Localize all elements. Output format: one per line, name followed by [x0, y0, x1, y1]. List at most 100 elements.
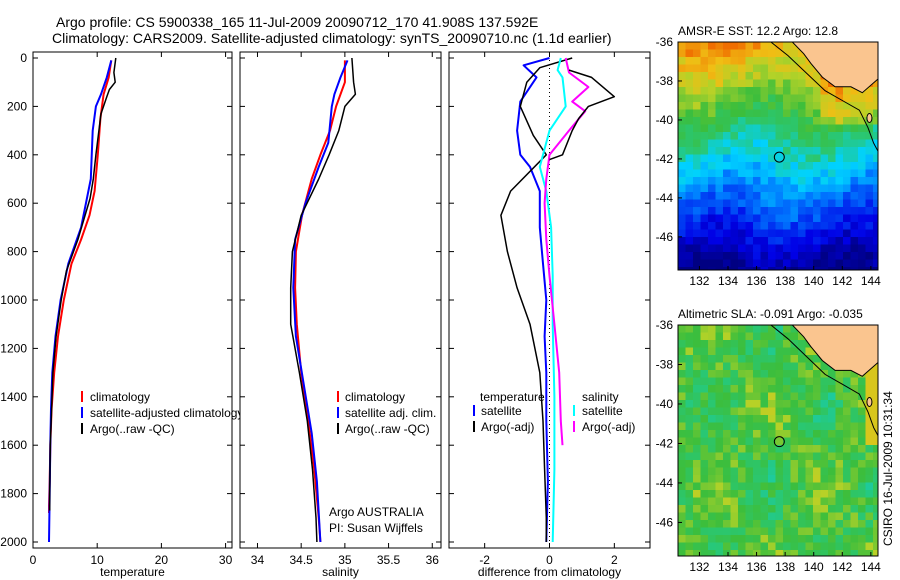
map-cell: [678, 340, 686, 348]
map-cell: [678, 252, 686, 260]
map-cell: [775, 385, 784, 393]
map-cell: [685, 87, 694, 95]
map-cell: [775, 237, 784, 245]
map-cell: [843, 252, 851, 260]
map-cell: [820, 177, 829, 185]
map-cell: [708, 214, 716, 223]
map-cell: [790, 355, 799, 363]
map-cell: [873, 154, 878, 163]
map-cell: [678, 392, 686, 401]
map-cell: [865, 267, 874, 270]
map-cell: [685, 259, 694, 268]
map-cell: [790, 42, 799, 50]
map-cell: [828, 252, 836, 260]
map-cell: [783, 452, 791, 461]
map-cell: [708, 362, 716, 371]
map-cell: [843, 154, 851, 163]
map-cell: [723, 169, 731, 178]
map-cell: [768, 415, 776, 423]
map-cell: [678, 229, 686, 238]
map-cell: [783, 392, 791, 401]
map-cell: [685, 109, 694, 118]
map-cell: [805, 347, 814, 356]
map-cell: [783, 259, 791, 268]
map-cell: [745, 154, 754, 163]
map-cell: [753, 169, 761, 178]
map-cell: [723, 94, 731, 103]
map-cell: [730, 385, 739, 393]
map-cell: [768, 490, 776, 498]
map-cell: [820, 520, 829, 528]
map-cell: [865, 377, 874, 386]
map-cell: [805, 117, 814, 125]
map-cell: [813, 490, 821, 498]
map-cell: [700, 355, 709, 363]
map-cell: [738, 332, 746, 341]
map-cell: [678, 362, 686, 371]
map-y-tick-label: -42: [656, 436, 674, 450]
map-cell: [760, 252, 769, 260]
map-cell: [700, 64, 709, 73]
map-cell: [738, 57, 746, 65]
map-cell: [798, 214, 806, 223]
map-cell: [828, 109, 836, 118]
map-cell: [738, 467, 746, 476]
map-cell: [873, 192, 878, 200]
map-cell: [685, 445, 694, 453]
map-cell: [730, 542, 739, 551]
map-cell: [760, 237, 769, 245]
map-cell: [753, 445, 761, 453]
map-y-tick-label: -40: [656, 397, 674, 411]
map-cell: [805, 267, 814, 270]
map-cell: [865, 214, 874, 223]
map-cell: [813, 482, 821, 491]
map-cell: [768, 102, 776, 110]
map-cell: [820, 527, 829, 536]
map-cell: [768, 147, 776, 155]
map-cell: [768, 535, 776, 543]
map-cell: [730, 377, 739, 386]
map-cell: [835, 467, 844, 476]
map-cell: [850, 169, 859, 178]
map-cell: [738, 132, 746, 140]
map-cell: [723, 72, 731, 80]
map-cell: [700, 229, 709, 238]
map-cell: [730, 162, 739, 170]
x-tick-label: 30: [219, 553, 233, 567]
map-cell: [820, 385, 829, 393]
map-cell: [873, 102, 878, 110]
map-cell: [783, 192, 791, 200]
map-cell: [850, 527, 859, 536]
map-cell: [678, 512, 686, 521]
map-cell: [715, 445, 724, 453]
map-cell: [745, 437, 754, 446]
map-cell: [813, 72, 821, 80]
map-cell: [783, 520, 791, 528]
map-cell: [790, 124, 799, 133]
map-cell: [745, 377, 754, 386]
map-cell: [805, 550, 814, 556]
map-cell: [715, 512, 724, 521]
map-cell: [828, 430, 836, 438]
map-cell: [745, 147, 754, 155]
map-cell: [723, 362, 731, 371]
map-cell: [685, 392, 694, 401]
map-cell: [775, 527, 784, 536]
map-cell: [768, 64, 776, 73]
map-cell: [738, 460, 746, 468]
map-cell: [835, 102, 844, 110]
map-cell: [745, 184, 754, 193]
map-cell: [723, 124, 731, 133]
map-cell: [738, 102, 746, 110]
map-cell: [723, 192, 731, 200]
map-cell: [805, 252, 814, 260]
map-cell: [813, 445, 821, 453]
map-cell: [685, 117, 694, 125]
map-cell: [828, 437, 836, 446]
map-cell: [730, 490, 739, 498]
map-cell: [753, 49, 761, 58]
map-cell: [730, 207, 739, 215]
map-cell: [730, 362, 739, 371]
annotation-pi: PI: Susan Wijffels: [329, 521, 423, 535]
